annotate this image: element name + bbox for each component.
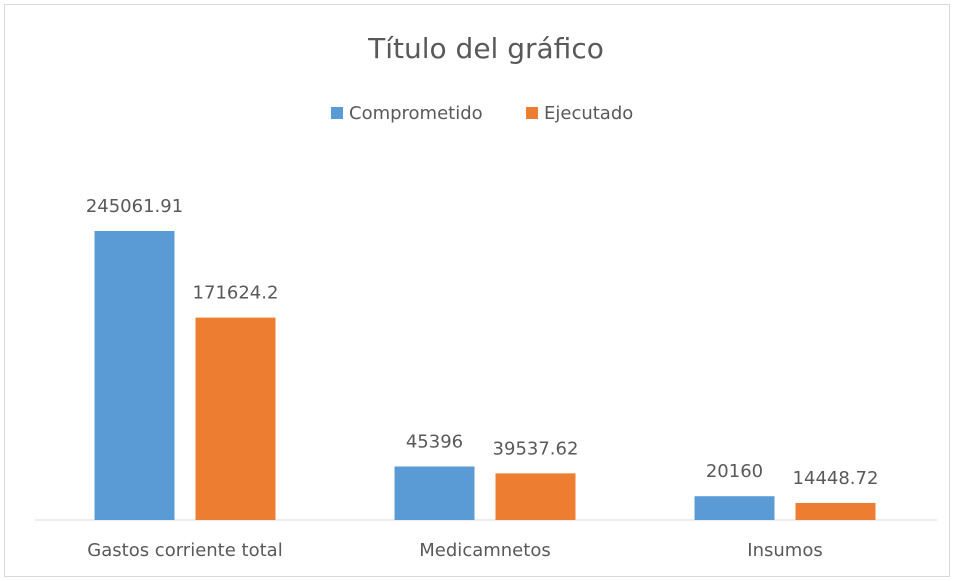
bar <box>694 496 775 520</box>
data-label: 39537.62 <box>493 438 579 459</box>
data-label: 171624.2 <box>193 283 279 304</box>
legend-label: Ejecutado <box>544 103 633 124</box>
bar <box>195 317 276 520</box>
x-tick-label: Gastos corriente total <box>87 540 282 561</box>
legend-label: Comprometido <box>349 103 483 124</box>
bar <box>495 473 576 520</box>
data-label: 45396 <box>406 431 463 452</box>
bar <box>94 231 175 520</box>
legend-swatch <box>331 107 343 119</box>
data-label: 245061.91 <box>86 196 183 217</box>
bar <box>394 466 475 520</box>
data-label: 14448.72 <box>793 468 879 489</box>
bar <box>795 502 876 520</box>
x-tick-label: Insumos <box>747 540 822 561</box>
legend-swatch <box>526 107 538 119</box>
data-label: 20160 <box>706 461 763 482</box>
chart-title: Título del gráfico <box>367 32 604 65</box>
x-tick-label: Medicamnetos <box>419 540 550 561</box>
